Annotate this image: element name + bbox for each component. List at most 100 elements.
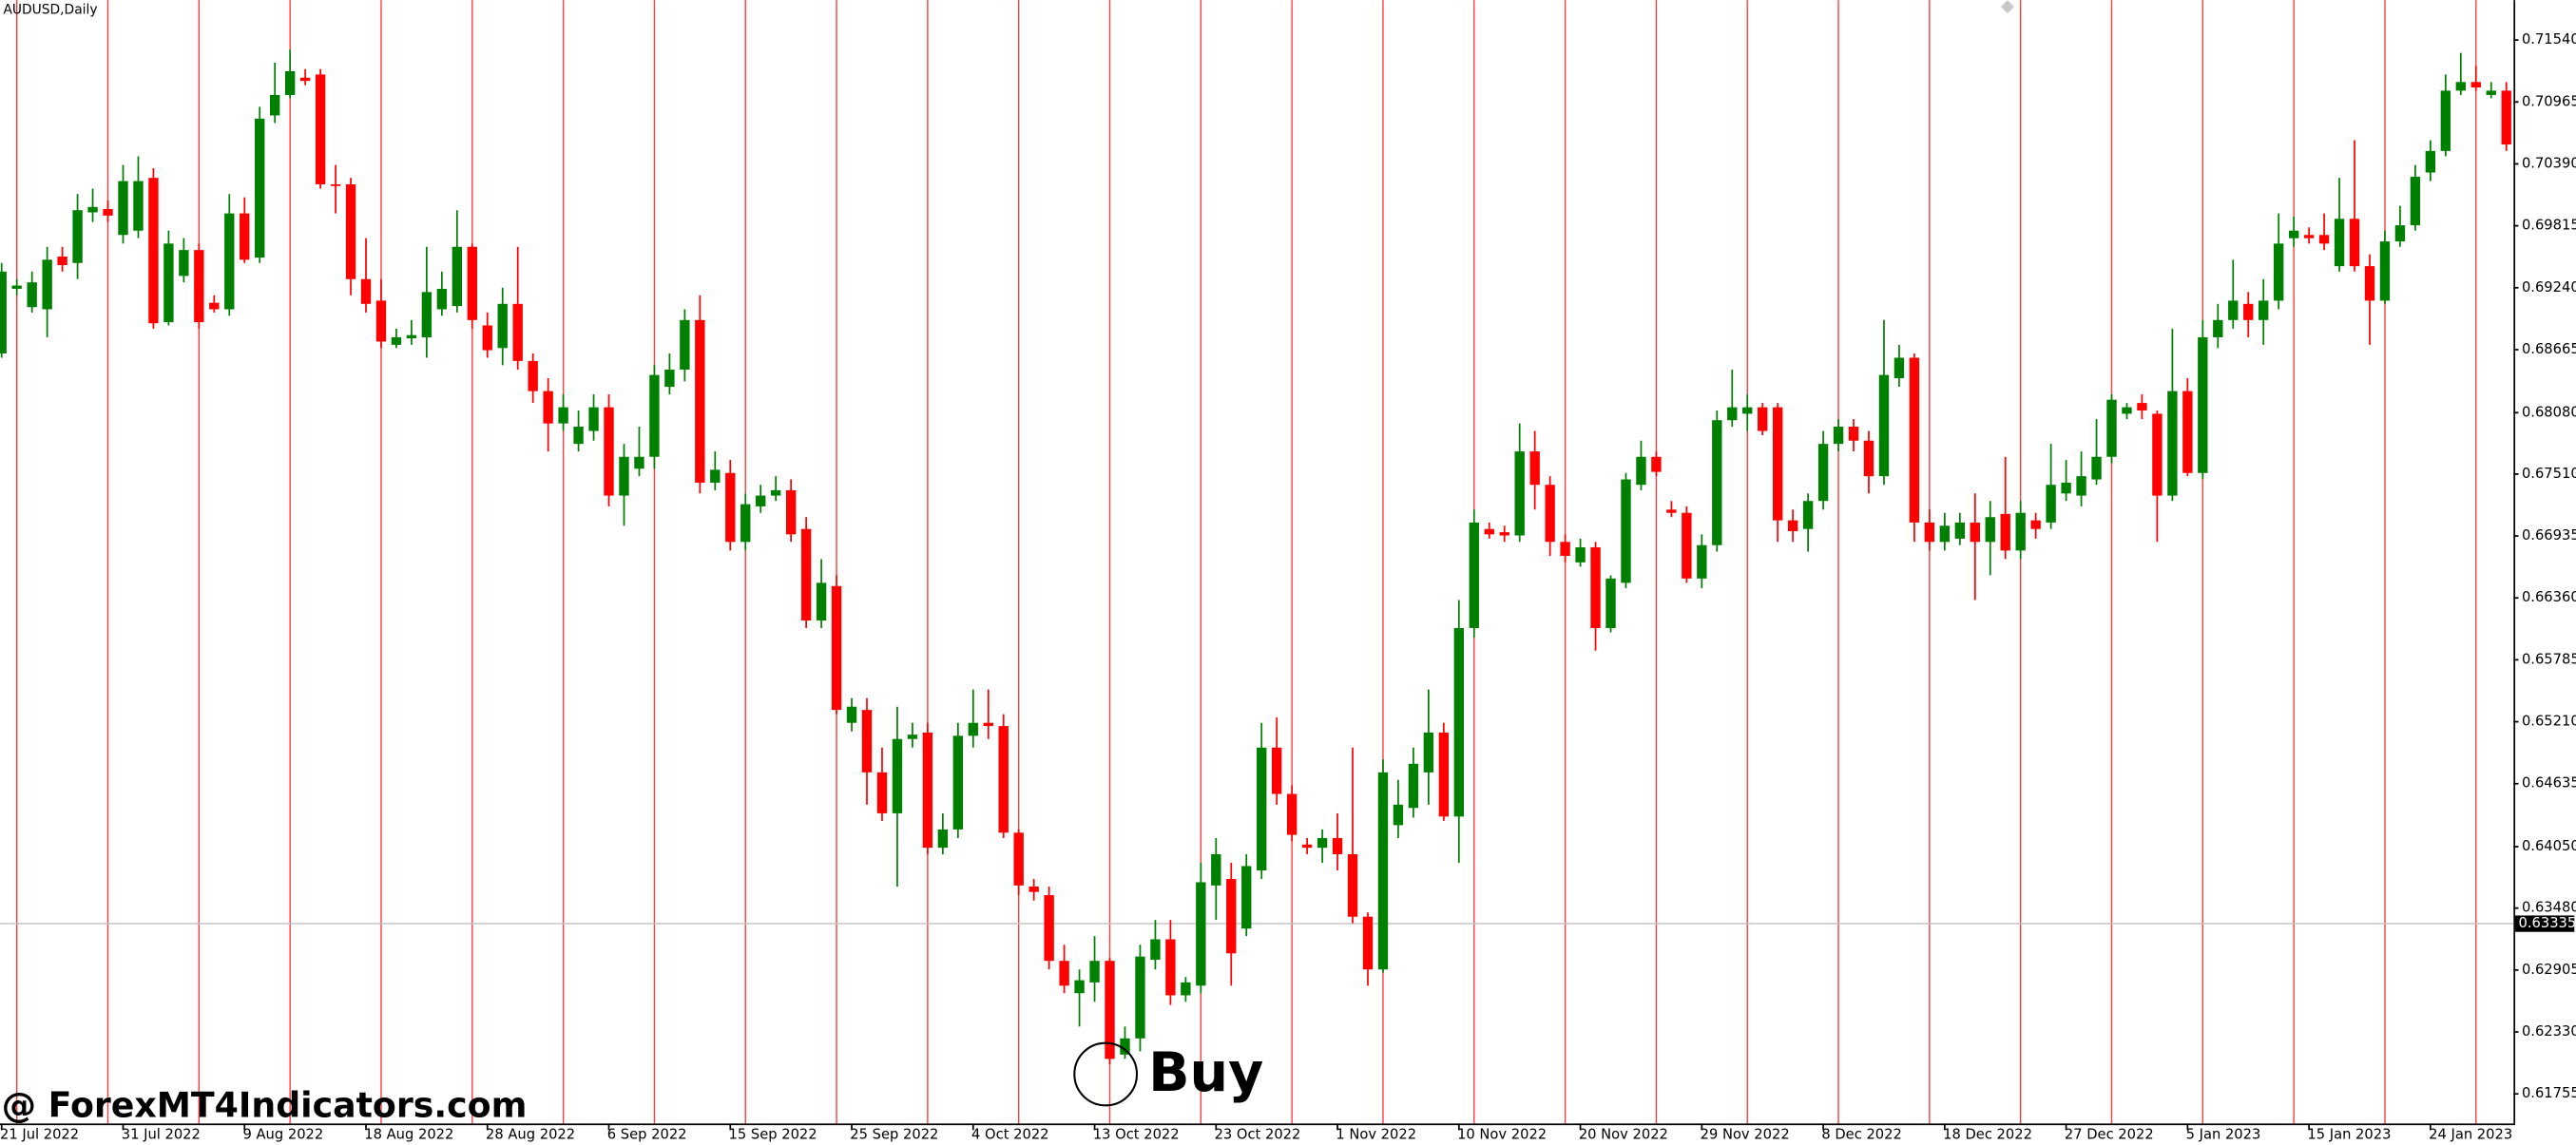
candle-body xyxy=(375,300,387,342)
candle-body xyxy=(664,369,675,388)
candle-body xyxy=(1590,546,1601,628)
candle-body xyxy=(1636,456,1646,486)
candle-body xyxy=(680,319,690,370)
candle-body xyxy=(861,710,873,773)
candle-body xyxy=(1089,961,1100,983)
candle-body xyxy=(1727,407,1738,421)
candle-body xyxy=(467,246,477,320)
candle-body xyxy=(148,178,159,324)
candle-body xyxy=(1742,407,1753,414)
candle-body xyxy=(2440,90,2451,151)
candle-body xyxy=(831,585,842,711)
candle-body xyxy=(1453,627,1464,817)
candle-body xyxy=(695,319,705,483)
candle-body xyxy=(983,722,993,727)
y-tick-label: 0.67510 xyxy=(2522,466,2576,482)
x-tick-label: 25 Sep 2022 xyxy=(850,1126,938,1142)
candle-body xyxy=(1347,853,1358,917)
candle-body xyxy=(968,722,978,736)
candle-body xyxy=(1059,961,1069,986)
x-tick-label: 27 Dec 2022 xyxy=(2065,1126,2154,1142)
y-tick-label: 0.70965 xyxy=(2522,93,2576,109)
candle-body xyxy=(360,278,372,304)
candle-body xyxy=(2106,399,2117,457)
candle-body xyxy=(284,70,296,95)
candle-body xyxy=(1863,440,1874,477)
candle-body xyxy=(1787,520,1798,531)
x-tick-label: 21 Jul 2022 xyxy=(0,1126,79,1142)
candle-body xyxy=(604,407,614,496)
candle-body xyxy=(2470,82,2481,87)
candle-body xyxy=(179,250,189,277)
candle-body xyxy=(2303,235,2315,239)
candle-body xyxy=(2091,456,2102,480)
buy-circle xyxy=(1073,1041,1139,1107)
candle-body xyxy=(2213,319,2223,337)
candle-body xyxy=(482,325,492,351)
y-tick-label: 0.61755 xyxy=(2522,1085,2576,1101)
candle-body xyxy=(1393,804,1404,826)
candle-body xyxy=(2137,403,2147,411)
candle-body xyxy=(2152,413,2163,496)
candle-body xyxy=(907,735,918,739)
candle-body xyxy=(2379,241,2391,301)
candle-body xyxy=(1241,866,1252,929)
annotation: Buy xyxy=(1148,1041,1263,1104)
x-tick-label: 6 Sep 2022 xyxy=(607,1126,687,1142)
candle-body xyxy=(57,256,67,266)
current-price-label: 0.63335 xyxy=(2519,915,2576,931)
x-tick-label: 24 Jan 2023 xyxy=(2429,1126,2512,1142)
y-tick-label: 0.62330 xyxy=(2522,1023,2576,1040)
candle-body xyxy=(391,336,402,345)
x-tick-label: 20 Nov 2022 xyxy=(1579,1126,1668,1142)
candle-body xyxy=(1301,844,1313,849)
candle-body xyxy=(1924,522,1935,543)
candle-body xyxy=(649,374,660,457)
candle-body xyxy=(1848,427,1859,441)
candle-body xyxy=(588,407,599,431)
x-tick-label: 31 Jul 2022 xyxy=(122,1126,201,1142)
candle-body xyxy=(2046,485,2056,523)
candle-body xyxy=(1165,939,1176,996)
y-tick-label: 0.68080 xyxy=(2522,404,2576,420)
candle-body xyxy=(528,360,538,391)
candle-body xyxy=(0,271,7,353)
y-tick-label: 0.71540 xyxy=(2522,31,2576,48)
candle-body xyxy=(224,213,235,310)
candle-body xyxy=(2425,150,2436,173)
candle-body xyxy=(740,504,751,543)
candle-body xyxy=(876,772,888,813)
candle-body xyxy=(2030,520,2041,529)
candle-body xyxy=(1286,793,1298,835)
candle-body xyxy=(42,259,52,310)
candle-body xyxy=(1878,374,1890,477)
candle-body xyxy=(1802,501,1814,529)
candle-body xyxy=(269,94,280,116)
candle-body xyxy=(998,726,1009,833)
y-tick-label: 0.65210 xyxy=(2522,714,2576,730)
y-tick-label: 0.64050 xyxy=(2522,838,2576,854)
candle-body xyxy=(1772,407,1783,521)
x-tick-label: 9 Aug 2022 xyxy=(243,1126,324,1142)
candle-body xyxy=(1028,886,1039,892)
candle-body xyxy=(1469,522,1479,628)
candle-body xyxy=(421,292,433,337)
candle-body xyxy=(1271,747,1282,794)
candle-body xyxy=(2501,90,2511,145)
candle-body xyxy=(892,738,903,813)
candle-body xyxy=(1651,456,1662,472)
candle-body xyxy=(406,334,417,339)
current-price-box xyxy=(2515,915,2575,932)
candle-body xyxy=(1196,882,1206,986)
candle-body xyxy=(2259,300,2269,320)
candle-body xyxy=(770,489,781,496)
candle-body xyxy=(2288,230,2299,239)
candle-body xyxy=(1605,578,1616,628)
candle-body xyxy=(194,250,204,323)
candle-body xyxy=(634,456,644,469)
x-tick-label: 13 Oct 2022 xyxy=(1093,1126,1180,1142)
candle-body xyxy=(1712,420,1722,545)
candle-body xyxy=(299,77,311,82)
x-tick-label: 1 Nov 2022 xyxy=(1336,1126,1416,1142)
